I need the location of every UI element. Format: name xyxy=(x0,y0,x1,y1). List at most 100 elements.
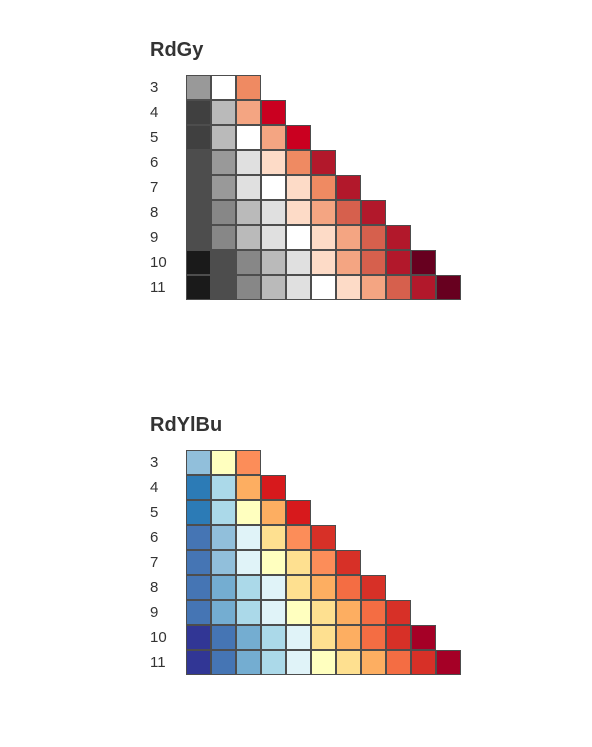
color-swatch[interactable] xyxy=(336,200,361,225)
color-swatch[interactable] xyxy=(186,200,211,225)
color-swatch[interactable] xyxy=(386,250,411,275)
color-swatch[interactable] xyxy=(386,625,411,650)
color-swatch[interactable] xyxy=(186,175,211,200)
color-swatch[interactable] xyxy=(386,275,411,300)
color-swatch[interactable] xyxy=(311,150,336,175)
color-swatch[interactable] xyxy=(186,450,211,475)
color-swatch[interactable] xyxy=(236,650,261,675)
color-swatch[interactable] xyxy=(211,625,236,650)
color-swatch[interactable] xyxy=(336,275,361,300)
color-swatch[interactable] xyxy=(186,275,211,300)
color-swatch[interactable] xyxy=(211,250,236,275)
color-swatch[interactable] xyxy=(386,225,411,250)
color-swatch[interactable] xyxy=(286,125,311,150)
color-swatch[interactable] xyxy=(186,625,211,650)
color-swatch[interactable] xyxy=(361,200,386,225)
color-swatch[interactable] xyxy=(211,500,236,525)
color-swatch[interactable] xyxy=(236,525,261,550)
color-swatch[interactable] xyxy=(186,575,211,600)
color-swatch[interactable] xyxy=(261,550,286,575)
color-swatch[interactable] xyxy=(361,275,386,300)
color-swatch[interactable] xyxy=(261,575,286,600)
color-swatch[interactable] xyxy=(361,625,386,650)
color-swatch[interactable] xyxy=(336,175,361,200)
color-swatch[interactable] xyxy=(286,525,311,550)
color-swatch[interactable] xyxy=(336,225,361,250)
color-swatch[interactable] xyxy=(186,550,211,575)
color-swatch[interactable] xyxy=(361,575,386,600)
color-swatch[interactable] xyxy=(211,150,236,175)
color-swatch[interactable] xyxy=(411,275,436,300)
color-swatch[interactable] xyxy=(361,650,386,675)
color-swatch[interactable] xyxy=(236,550,261,575)
color-swatch[interactable] xyxy=(361,600,386,625)
color-swatch[interactable] xyxy=(286,275,311,300)
color-swatch[interactable] xyxy=(211,450,236,475)
color-swatch[interactable] xyxy=(286,225,311,250)
color-swatch[interactable] xyxy=(261,525,286,550)
color-swatch[interactable] xyxy=(236,75,261,100)
color-swatch[interactable] xyxy=(311,550,336,575)
color-swatch[interactable] xyxy=(211,175,236,200)
color-swatch[interactable] xyxy=(261,475,286,500)
color-swatch[interactable] xyxy=(336,250,361,275)
color-swatch[interactable] xyxy=(261,600,286,625)
color-swatch[interactable] xyxy=(261,125,286,150)
color-swatch[interactable] xyxy=(261,100,286,125)
color-swatch[interactable] xyxy=(286,175,311,200)
color-swatch[interactable] xyxy=(311,625,336,650)
color-swatch[interactable] xyxy=(261,650,286,675)
color-swatch[interactable] xyxy=(336,625,361,650)
color-swatch[interactable] xyxy=(286,625,311,650)
color-swatch[interactable] xyxy=(186,250,211,275)
color-swatch[interactable] xyxy=(211,650,236,675)
color-swatch[interactable] xyxy=(411,650,436,675)
color-swatch[interactable] xyxy=(186,75,211,100)
color-swatch[interactable] xyxy=(236,150,261,175)
color-swatch[interactable] xyxy=(286,250,311,275)
color-swatch[interactable] xyxy=(186,225,211,250)
color-swatch[interactable] xyxy=(386,650,411,675)
color-swatch[interactable] xyxy=(211,75,236,100)
color-swatch[interactable] xyxy=(211,525,236,550)
color-swatch[interactable] xyxy=(236,575,261,600)
color-swatch[interactable] xyxy=(211,225,236,250)
color-swatch[interactable] xyxy=(286,650,311,675)
color-swatch[interactable] xyxy=(311,650,336,675)
color-swatch[interactable] xyxy=(311,250,336,275)
color-swatch[interactable] xyxy=(211,575,236,600)
color-swatch[interactable] xyxy=(236,625,261,650)
color-swatch[interactable] xyxy=(286,550,311,575)
color-swatch[interactable] xyxy=(411,625,436,650)
color-swatch[interactable] xyxy=(336,600,361,625)
color-swatch[interactable] xyxy=(236,100,261,125)
color-swatch[interactable] xyxy=(261,225,286,250)
color-swatch[interactable] xyxy=(211,275,236,300)
color-swatch[interactable] xyxy=(311,600,336,625)
color-swatch[interactable] xyxy=(361,250,386,275)
color-swatch[interactable] xyxy=(186,525,211,550)
color-swatch[interactable] xyxy=(186,475,211,500)
color-swatch[interactable] xyxy=(361,225,386,250)
color-swatch[interactable] xyxy=(236,275,261,300)
color-swatch[interactable] xyxy=(211,200,236,225)
color-swatch[interactable] xyxy=(211,600,236,625)
color-swatch[interactable] xyxy=(186,100,211,125)
color-swatch[interactable] xyxy=(336,650,361,675)
color-swatch[interactable] xyxy=(261,625,286,650)
color-swatch[interactable] xyxy=(236,500,261,525)
color-swatch[interactable] xyxy=(261,175,286,200)
color-swatch[interactable] xyxy=(186,125,211,150)
color-swatch[interactable] xyxy=(186,650,211,675)
color-swatch[interactable] xyxy=(386,600,411,625)
color-swatch[interactable] xyxy=(286,575,311,600)
color-swatch[interactable] xyxy=(236,225,261,250)
color-swatch[interactable] xyxy=(286,500,311,525)
color-swatch[interactable] xyxy=(211,550,236,575)
color-swatch[interactable] xyxy=(411,250,436,275)
color-swatch[interactable] xyxy=(236,475,261,500)
color-swatch[interactable] xyxy=(311,225,336,250)
color-swatch[interactable] xyxy=(261,150,286,175)
color-swatch[interactable] xyxy=(436,275,461,300)
color-swatch[interactable] xyxy=(436,650,461,675)
